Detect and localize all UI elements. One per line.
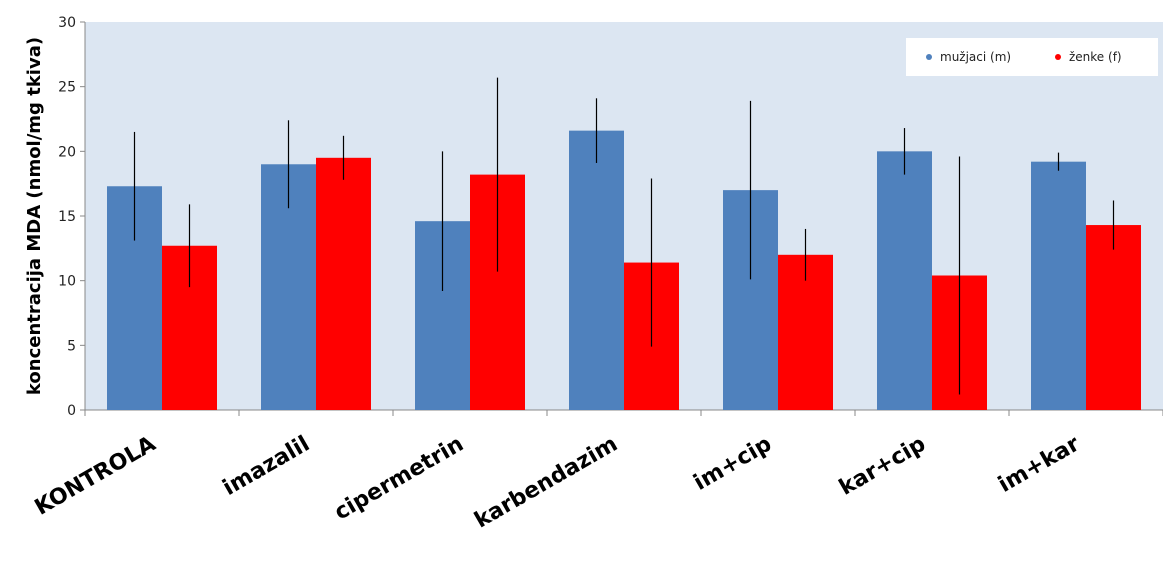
- y-tick-label: 20: [58, 144, 76, 160]
- legend-label-f: ženke (f): [1069, 50, 1122, 64]
- y-tick-label: 25: [58, 80, 76, 96]
- legend: mužjaci (m) ženke (f): [906, 38, 1158, 76]
- bars: [107, 130, 1141, 411]
- category-labels: KONTROLA imazalil cipermetrin karbendazim im…: [31, 431, 1084, 533]
- bar-m-5: [877, 151, 932, 411]
- category-label-4: im+cip: [690, 432, 776, 496]
- y-tick-label: 30: [58, 15, 76, 31]
- y-axis-label: koncentracija MDA (nmol/mg tkiva): [24, 37, 45, 395]
- legend-marker-f: [1055, 54, 1061, 60]
- y-tick-label: 5: [67, 338, 76, 354]
- bar-f-6: [1086, 225, 1141, 410]
- y-tick-labels: 0 5 10 15 20 25 30: [58, 15, 76, 419]
- bar-f-1: [316, 157, 371, 410]
- legend-marker-m: [926, 54, 932, 60]
- legend-label-m: mužjaci (m): [940, 50, 1011, 64]
- y-tick-label: 15: [58, 209, 76, 225]
- category-label-5: kar+cip: [835, 432, 930, 501]
- legend-box: [906, 38, 1158, 76]
- category-label-6: im+kar: [994, 431, 1084, 497]
- bar-m-3: [569, 130, 624, 410]
- y-tick-label: 10: [58, 274, 76, 290]
- category-label-3: karbendazim: [470, 432, 622, 534]
- y-tick-label: 0: [67, 403, 76, 419]
- category-label-2: cipermetrin: [330, 432, 468, 526]
- category-label-1: imazalil: [219, 432, 314, 501]
- error-bars: [133, 77, 1115, 395]
- category-label-0: KONTROLA: [31, 432, 160, 521]
- bar-m-6: [1031, 161, 1086, 410]
